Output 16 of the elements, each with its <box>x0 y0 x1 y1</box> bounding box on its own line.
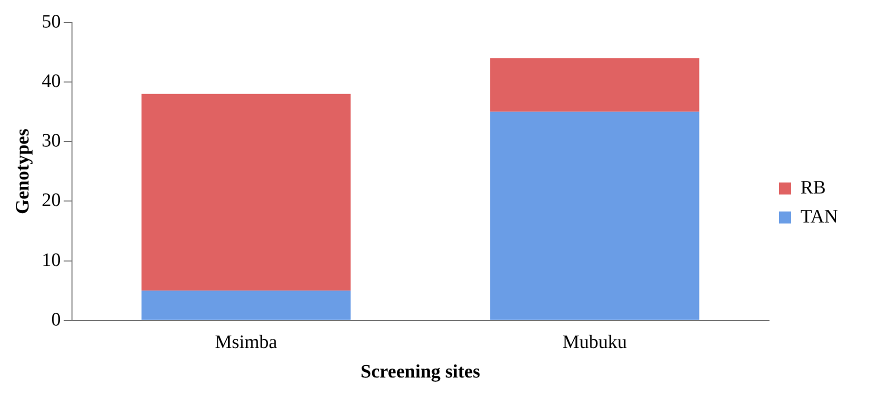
y-tick-label: 0 <box>51 309 61 330</box>
bar <box>142 94 351 291</box>
y-tick-label: 10 <box>42 250 61 271</box>
y-tick-label: 40 <box>42 70 61 92</box>
bar <box>142 290 351 320</box>
x-tick-label: Msimba <box>214 332 278 353</box>
y-tick-label: 30 <box>42 130 61 152</box>
y-tick-label: 20 <box>42 190 61 212</box>
legend-label: RB <box>800 177 826 198</box>
bar <box>490 112 700 320</box>
y-axis-title: Genotypes <box>12 128 34 214</box>
x-axis-title: Screening sites <box>360 362 480 383</box>
bar <box>490 58 700 112</box>
x-tick-label: Mubuku <box>562 332 628 353</box>
legend-label: TAN <box>800 206 838 228</box>
y-tick-label: 50 <box>42 11 61 32</box>
